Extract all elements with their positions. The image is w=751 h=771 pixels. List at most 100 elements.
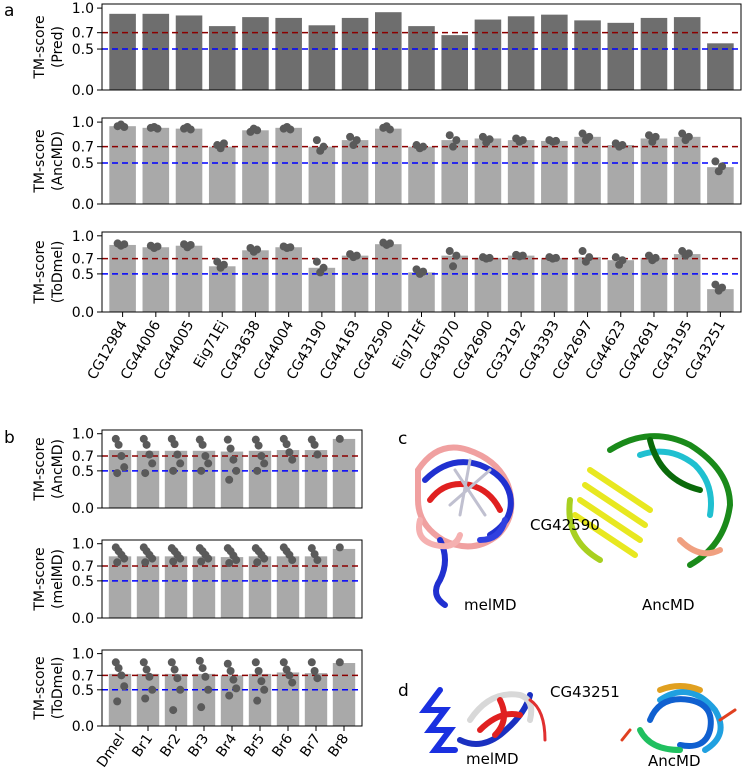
bar xyxy=(208,26,236,90)
data-point xyxy=(253,696,262,705)
bar xyxy=(408,272,435,312)
data-point xyxy=(141,469,150,478)
bar xyxy=(192,556,216,618)
data-point xyxy=(176,554,185,563)
y-axis-label: (melMD) xyxy=(50,549,66,609)
y-axis-label: (Pred) xyxy=(50,26,66,68)
data-point xyxy=(226,666,235,675)
data-point xyxy=(310,550,319,559)
data-point xyxy=(307,544,316,553)
bar xyxy=(640,17,668,90)
panel-label: c xyxy=(398,429,407,449)
data-point xyxy=(173,450,182,459)
data-point xyxy=(225,559,234,568)
data-point xyxy=(232,556,241,565)
data-point xyxy=(223,435,232,444)
data-point xyxy=(419,267,428,276)
bar xyxy=(242,250,269,312)
y-axis-label: TM-score xyxy=(32,656,48,720)
data-point xyxy=(711,157,720,166)
y-axis-label: TM-score xyxy=(32,547,48,611)
data-point xyxy=(310,666,319,675)
data-point xyxy=(385,125,394,134)
data-point xyxy=(223,659,232,668)
y-tick-label: 0.0 xyxy=(72,719,94,735)
data-point xyxy=(170,440,179,449)
x-tick-label: Br2 xyxy=(157,731,184,760)
bar xyxy=(640,138,668,204)
data-point xyxy=(651,253,660,262)
data-point xyxy=(578,247,587,256)
y-tick-label: 0.5 xyxy=(72,464,94,480)
structure-ancmd-c xyxy=(566,433,734,568)
data-point xyxy=(120,123,129,132)
data-point xyxy=(578,129,587,138)
data-point xyxy=(117,671,126,680)
bar xyxy=(607,22,635,90)
structure-melmd-c xyxy=(415,444,515,608)
y-tick-label: 0.0 xyxy=(72,83,94,99)
data-point xyxy=(286,125,295,134)
data-point xyxy=(113,469,122,478)
bar xyxy=(332,438,356,508)
x-tick-label: Br4 xyxy=(213,731,240,760)
x-tick-label: Dmel xyxy=(94,731,128,770)
data-point xyxy=(120,554,129,563)
bar xyxy=(109,13,136,91)
data-point xyxy=(251,658,260,667)
data-point xyxy=(288,556,297,565)
data-point xyxy=(198,440,207,449)
data-point xyxy=(445,247,454,256)
plot-frame xyxy=(101,3,742,91)
y-tick-label: 1.0 xyxy=(72,647,94,663)
data-point xyxy=(204,554,213,563)
data-point xyxy=(585,132,594,141)
y-tick-label: 0.5 xyxy=(72,683,94,699)
data-point xyxy=(229,455,238,464)
bar xyxy=(673,254,701,312)
y-axis-label: TM-score xyxy=(32,15,48,79)
bar xyxy=(341,17,369,90)
y-tick-label: 0.0 xyxy=(72,501,94,517)
data-point xyxy=(213,257,222,266)
bar xyxy=(541,257,568,312)
data-point xyxy=(176,685,185,694)
data-point xyxy=(684,132,693,141)
data-point xyxy=(204,459,213,468)
data-point xyxy=(552,136,561,145)
panel-label: b xyxy=(4,428,15,448)
data-point xyxy=(618,256,627,265)
data-point xyxy=(335,658,344,667)
y-tick-label: 0.5 xyxy=(72,574,94,590)
data-point xyxy=(139,434,148,443)
y-tick-label: 1.0 xyxy=(72,229,94,245)
y-tick-label: 0.5 xyxy=(72,156,94,172)
bar xyxy=(164,450,188,508)
data-point xyxy=(518,136,527,145)
bar xyxy=(109,126,136,204)
bar xyxy=(441,35,468,90)
data-point xyxy=(313,556,322,565)
plot-frame xyxy=(101,117,742,205)
y-axis-label: (ToDmel) xyxy=(50,657,66,720)
data-point xyxy=(167,658,176,667)
data-point xyxy=(251,435,260,444)
bar xyxy=(108,556,132,618)
data-point xyxy=(718,283,727,292)
bar xyxy=(208,266,236,312)
data-point xyxy=(139,658,148,667)
bar xyxy=(375,12,402,91)
data-point xyxy=(232,684,241,693)
data-point xyxy=(285,671,294,680)
bar xyxy=(136,450,160,508)
bar xyxy=(304,556,328,618)
data-point xyxy=(313,450,322,459)
bar xyxy=(507,16,535,91)
bar xyxy=(275,127,302,204)
y-axis-label: TM-score xyxy=(32,240,48,304)
image-caption: AncMD xyxy=(642,596,695,614)
data-point xyxy=(197,466,206,475)
data-point xyxy=(260,554,269,563)
data-point xyxy=(585,253,594,262)
